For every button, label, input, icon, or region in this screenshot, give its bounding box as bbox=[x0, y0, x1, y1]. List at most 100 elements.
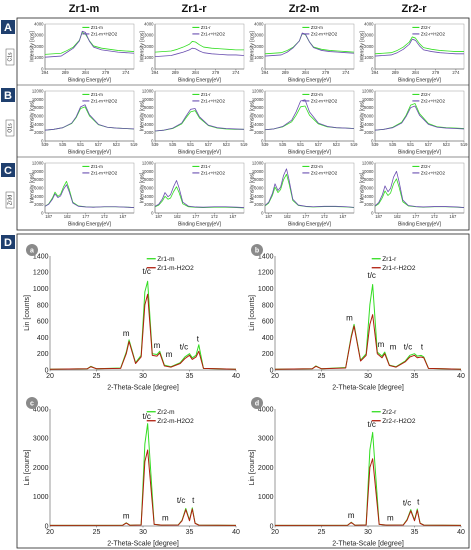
series-line-control bbox=[264, 105, 355, 131]
series-line-control bbox=[274, 431, 462, 526]
x-tick-label: 274 bbox=[122, 70, 130, 75]
series-line-control bbox=[44, 180, 135, 208]
peak-annotation: t/c bbox=[177, 496, 185, 505]
peak-annotation: t bbox=[417, 497, 420, 506]
section-label-box bbox=[1, 88, 15, 102]
x-tick-label: 527 bbox=[315, 142, 323, 147]
legend-entry: Zr1-m bbox=[91, 92, 103, 97]
x-tick-label: 539 bbox=[152, 142, 160, 147]
y-tick-label: 1200 bbox=[258, 270, 274, 277]
y-tick-label: 10000 bbox=[142, 97, 154, 102]
chart-panel-b-zr1-r: 0 2000 4000 6000 8000 10000 12000 539 535 531 527 5… bbox=[140, 88, 249, 155]
peak-annotation: t bbox=[192, 496, 195, 505]
x-tick-label: 539 bbox=[42, 142, 50, 147]
section-label-box bbox=[1, 20, 15, 34]
legend-entry: Zr1-r bbox=[201, 92, 211, 97]
peak-annotation: t bbox=[197, 335, 200, 344]
plot-area-border bbox=[44, 90, 135, 142]
y-tick-label: 12000 bbox=[142, 160, 154, 165]
x-tick-label: 187 bbox=[45, 214, 53, 219]
y-tick-label: 6000 bbox=[364, 113, 374, 118]
x-tick-label: 294 bbox=[262, 70, 270, 75]
x-tick-label: 40 bbox=[457, 373, 465, 380]
x-tick-label: 177 bbox=[192, 214, 200, 219]
section-label-text: B bbox=[4, 90, 12, 102]
plot-area-border bbox=[264, 23, 355, 70]
series-line-control bbox=[154, 186, 245, 209]
y-tick-label: 8000 bbox=[254, 105, 264, 110]
chart-panel-c-zr1-r: 0 2000 4000 6000 8000 10000 12000 187 182 177 172 1… bbox=[140, 160, 245, 228]
series-line-treated bbox=[154, 47, 245, 58]
x-axis-label: 2-Theta-Scale [degree] bbox=[107, 385, 179, 392]
x-axis-label: Binding Energy[eV] bbox=[178, 222, 221, 228]
x-axis-label: Binding Energy[eV] bbox=[398, 78, 441, 84]
x-axis-label: Binding Energy[eV] bbox=[178, 78, 221, 84]
x-tick-label: 172 bbox=[101, 214, 109, 219]
y-tick-label: 400 bbox=[37, 335, 49, 342]
legend-entry: Zr1-r+H2O2 bbox=[201, 99, 226, 104]
series-line-treated bbox=[264, 99, 355, 131]
series-line-treated bbox=[374, 105, 465, 131]
y-tick-label: 0 bbox=[371, 66, 374, 71]
y-axis-label: Intensity [cps] bbox=[250, 100, 256, 131]
legend-entry: Zr1-r+H2O2 bbox=[201, 171, 226, 176]
x-tick-label: 279 bbox=[102, 70, 110, 75]
y-tick-label: 6000 bbox=[34, 185, 44, 190]
y-tick-label: 600 bbox=[37, 319, 49, 326]
x-tick-label: 187 bbox=[265, 214, 273, 219]
x-tick-label: 284 bbox=[302, 70, 310, 75]
y-tick-label: 6000 bbox=[144, 185, 154, 190]
peak-annotation: m bbox=[378, 340, 385, 349]
xps-frame bbox=[16, 17, 470, 231]
section-label-text: C bbox=[4, 165, 12, 177]
x-tick-label: 182 bbox=[174, 214, 182, 219]
y-tick-label: 2000 bbox=[258, 465, 274, 472]
y-tick-label: 0 bbox=[261, 210, 264, 215]
x-tick-label: 539 bbox=[372, 142, 380, 147]
y-tick-label: 600 bbox=[262, 319, 274, 326]
section-label-c: C bbox=[1, 163, 15, 177]
y-axis-label: Intensity [cps] bbox=[360, 31, 366, 62]
y-tick-label: 2000 bbox=[364, 44, 374, 49]
y-axis-label: Intensity [cps] bbox=[30, 31, 36, 62]
legend-entry: Zr2-r+H2O2 bbox=[421, 171, 446, 176]
y-tick-label: 0 bbox=[41, 138, 44, 143]
x-tick-label: 535 bbox=[169, 142, 177, 147]
y-tick-label: 12000 bbox=[252, 88, 264, 93]
x-tick-label: 289 bbox=[62, 70, 70, 75]
peak-annotation: t/c bbox=[142, 412, 150, 421]
y-tick-label: 1400 bbox=[258, 253, 274, 260]
x-tick-label: 279 bbox=[432, 70, 440, 75]
peak-annotation: t/c bbox=[142, 267, 150, 276]
y-tick-label: 1000 bbox=[364, 55, 374, 60]
series-line-control bbox=[49, 423, 237, 526]
x-tick-label: 35 bbox=[186, 373, 194, 380]
series-line-control bbox=[374, 178, 465, 208]
legend-entry: Zr1-r bbox=[201, 164, 211, 169]
y-axis-label: Intensity [cps] bbox=[140, 100, 146, 131]
y-tick-label: 8000 bbox=[364, 177, 374, 182]
panel-badge-text: c bbox=[30, 401, 34, 408]
y-tick-label: 0 bbox=[261, 66, 264, 71]
y-tick-label: 4000 bbox=[33, 406, 49, 413]
row-tag-zr3d: Zr3d bbox=[5, 191, 15, 209]
y-tick-label: 10000 bbox=[252, 169, 264, 174]
series-line-treated bbox=[49, 449, 237, 526]
y-tick-label: 3000 bbox=[254, 33, 264, 38]
series-line-control bbox=[154, 41, 244, 53]
legend-entry: Zr2-m-H2O2 bbox=[157, 418, 194, 425]
peak-annotation: m bbox=[390, 343, 397, 352]
plot-area-border bbox=[374, 162, 465, 214]
y-tick-label: 2000 bbox=[254, 44, 264, 49]
chart-panel-b-zr2-m: 0 2000 4000 6000 8000 10000 12000 539 535 531 527 5… bbox=[250, 88, 359, 155]
y-tick-label: 1000 bbox=[254, 55, 264, 60]
x-tick-label: 519 bbox=[351, 142, 359, 147]
chart-panel-d-c: 0 1000 2000 3000 4000 20 25 30 35 40 2-Theta-Scale… bbox=[24, 397, 240, 548]
series-line-treated bbox=[44, 184, 135, 208]
section-label-a: A bbox=[1, 20, 15, 34]
y-tick-label: 2000 bbox=[364, 130, 374, 135]
y-tick-label: 6000 bbox=[364, 185, 374, 190]
peak-annotation: t/c bbox=[367, 420, 375, 429]
peak-annotation: m bbox=[162, 514, 169, 523]
